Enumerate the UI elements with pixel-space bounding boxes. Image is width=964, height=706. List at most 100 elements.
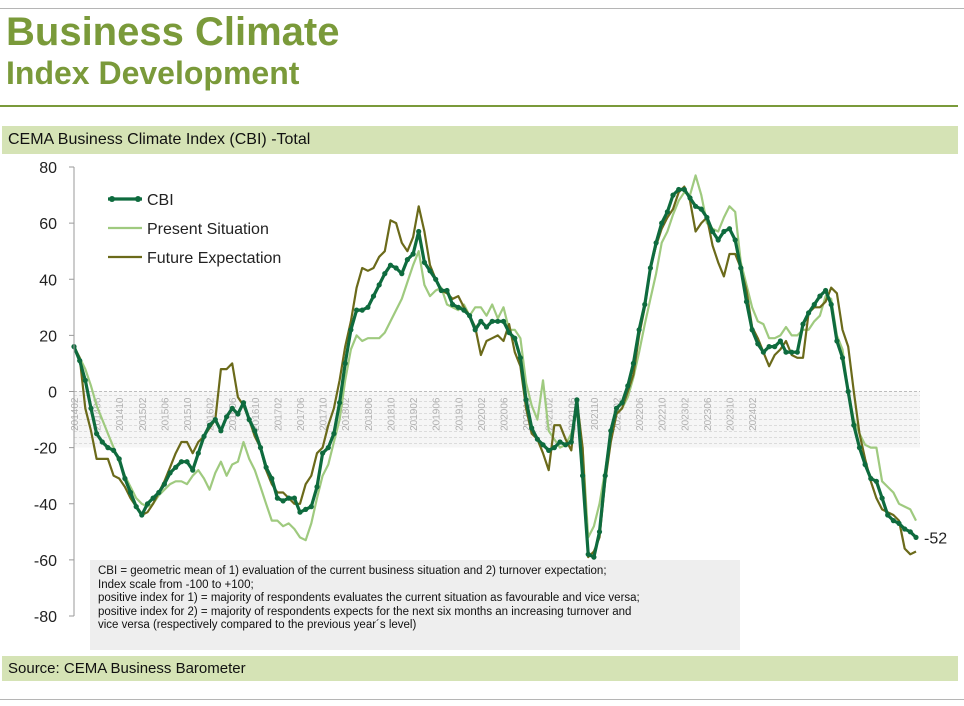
chart-title: CEMA Business Climate Index (CBI) -Total [8, 131, 311, 148]
last-value-label: -52 [924, 530, 947, 547]
cbi-point [500, 318, 507, 324]
cbi-point [913, 534, 919, 540]
cbi-point [630, 360, 637, 366]
cbi-point [766, 344, 772, 350]
cbi-point [585, 551, 591, 557]
cbi-point [308, 504, 314, 510]
cbi-point [416, 228, 422, 235]
cbi-point [370, 293, 377, 299]
page-title: Business Climate [6, 10, 340, 54]
cbi-point [557, 439, 563, 445]
page-subtitle: Index Development [6, 55, 300, 91]
cbi-point [354, 307, 360, 313]
cbi-point [693, 203, 699, 209]
cbi-point [399, 271, 405, 277]
cbi-point [444, 287, 450, 294]
cbi-point [438, 287, 444, 294]
cbi-point [789, 349, 795, 355]
cbi-point [122, 475, 128, 482]
title-rule [0, 105, 958, 107]
cbi-point [732, 237, 738, 243]
cbi-point [834, 338, 840, 344]
cbi-point [540, 442, 546, 448]
cbi-point [495, 318, 501, 324]
cbi-point [755, 341, 761, 347]
x-tick-label: 202306 [703, 397, 714, 431]
cbi-point [184, 459, 190, 465]
cbi-point [235, 411, 241, 417]
cbi-point [687, 195, 693, 201]
cbi-point [568, 439, 574, 445]
cbi-point [885, 512, 891, 518]
legend-label: Future Expectation [147, 250, 281, 267]
x-tick-label: 201910 [454, 397, 465, 431]
cbi-point [297, 509, 303, 515]
x-tick-label: 201902 [409, 397, 420, 431]
cbi-point [653, 240, 659, 246]
cbi-point [726, 226, 733, 232]
cbi-point [274, 495, 280, 501]
cbi-point [636, 327, 642, 333]
cbi-point [681, 186, 687, 193]
cbi-point [529, 425, 535, 431]
cbi-point [806, 310, 812, 316]
cbi-point [868, 475, 874, 482]
cbi-point [348, 327, 354, 333]
x-tick-label: 201802 [341, 397, 352, 431]
axis-layer: 80 60 40 20 0 -20 -40 -60 -80 [34, 160, 75, 626]
cbi-point [82, 377, 88, 383]
note-line: positive index for 2) = majority of resp… [98, 605, 632, 618]
cbi-point [738, 265, 744, 271]
cbi-point [246, 417, 252, 423]
cbi-point [800, 321, 806, 327]
y-tick-label: 80 [39, 160, 57, 177]
cbi-point [331, 431, 337, 437]
x-tick-label: 201706 [296, 397, 307, 431]
x-tick-label: 201806 [364, 397, 375, 431]
cbi-point [111, 447, 117, 453]
cbi-point [596, 529, 603, 535]
cbi-point [591, 554, 597, 560]
cbi-point [574, 397, 580, 403]
cbi-point [252, 428, 258, 434]
note-line: positive index for 1) = majority of resp… [98, 592, 640, 605]
y-tick-label: -40 [34, 497, 57, 514]
cbi-point [461, 307, 467, 313]
series-layer: -52 [71, 174, 947, 560]
legend: CBI Present Situation Future Expectation [108, 192, 281, 267]
cbi-point [608, 428, 614, 434]
x-tick-label: 202006 [499, 397, 510, 431]
x-tick-label: 201906 [432, 397, 443, 431]
cbi-point [161, 481, 167, 487]
cbi-point [127, 489, 134, 496]
x-tick-label: 202302 [680, 397, 691, 431]
chart-title-bar: CEMA Business Climate Index (CBI) -Total [2, 126, 958, 154]
y-tick-label: 20 [39, 328, 57, 345]
cbi-point [907, 529, 913, 535]
cbi-point [845, 388, 851, 395]
legend-label: CBI [147, 192, 174, 209]
cbi-point [393, 265, 399, 271]
note-line: Index scale from -100 to +100; [98, 578, 254, 591]
cbi-point [280, 498, 286, 504]
cbi-point [647, 265, 654, 271]
cbi-point [613, 405, 620, 411]
cbi-point [286, 495, 292, 501]
y-tick-label: 0 [48, 385, 57, 402]
x-tick-label: 202310 [726, 397, 737, 431]
x-tick-label: 201602 [206, 397, 217, 431]
x-tick-label: 201402 [70, 397, 81, 431]
cbi-point [77, 358, 83, 364]
cbi-point [602, 473, 608, 479]
cbi-point [828, 301, 834, 308]
legend-label: Present Situation [147, 221, 269, 238]
cbi-point [144, 501, 151, 507]
cbi-point [139, 512, 145, 518]
x-tick-label: 201710 [319, 397, 330, 431]
future-expectation-series [73, 185, 917, 559]
cbi-point [478, 318, 484, 324]
x-tick-label: 202210 [658, 397, 669, 431]
cbi-point [190, 467, 196, 473]
cbi-point [178, 459, 184, 465]
x-tick-label: 201510 [183, 397, 194, 431]
